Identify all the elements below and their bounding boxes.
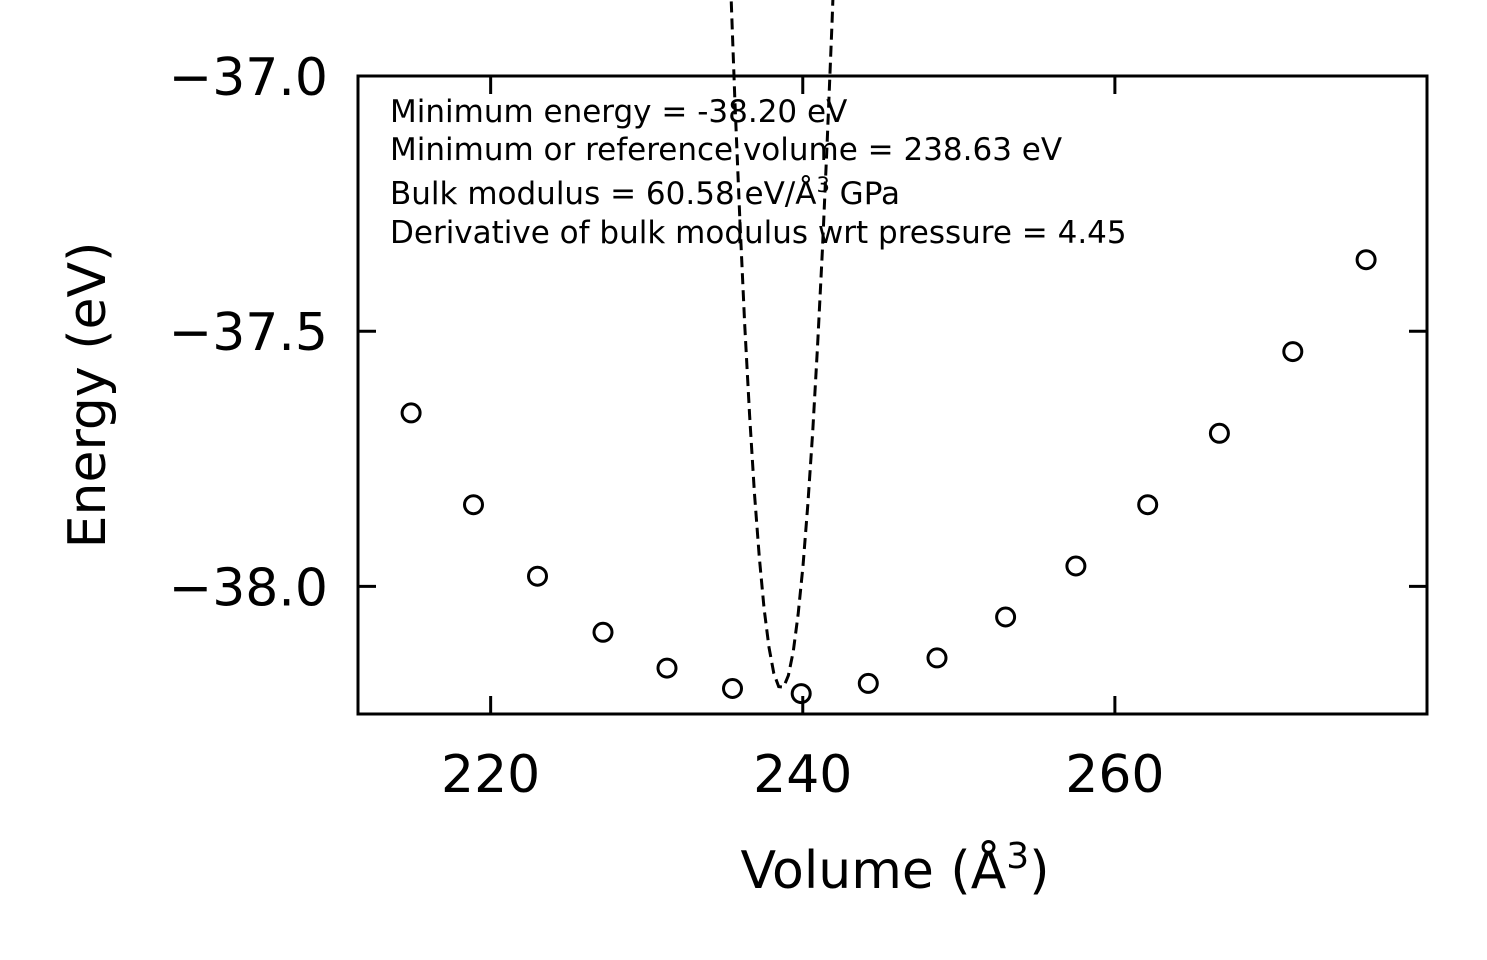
data-point [400, 402, 422, 424]
y-axis-label: Energy (eV) [58, 242, 118, 549]
annotation-min-energy: Minimum energy = -38.20 eV [390, 94, 847, 130]
data-point [926, 647, 948, 669]
x-tick-label: 240 [753, 745, 852, 805]
y-tick-label: −37.5 [169, 303, 328, 363]
data-point [592, 621, 614, 643]
annotation-bulk-modulus: Bulk modulus = 60.58 eV/Å3 GPa [390, 173, 900, 212]
data-point [463, 494, 484, 516]
annotation-min-volume: Minimum or reference volume = 238.63 eV [390, 132, 1062, 168]
data-point [1355, 249, 1377, 271]
data-point [1208, 422, 1230, 444]
plot-frame [356, 74, 1429, 716]
annotation-bulk-modulus-suffix: GPa [830, 176, 900, 212]
annotation-bulk-modulus-text: Bulk modulus = 60.58 eV/Å [390, 176, 816, 212]
data-point [527, 565, 548, 587]
x-tick-label: 220 [441, 745, 540, 805]
x-axis-label-text: Volume (Å [741, 839, 1007, 901]
annotation-box: Minimum energy = -38.20 eV Minimum or re… [390, 94, 1127, 251]
data-point [790, 683, 812, 705]
data-point [1282, 341, 1304, 363]
y-tick-label: −38.0 [169, 558, 328, 618]
data-point [656, 657, 678, 679]
x-tick-label: 260 [1065, 745, 1164, 805]
data-point [857, 672, 879, 694]
data-point [1065, 555, 1087, 577]
data-point [1137, 494, 1159, 516]
x-axis-label: Volume (Å3) [741, 836, 1050, 901]
x-axis-label-close: ) [1029, 841, 1049, 901]
annotation-bulk-modulus-sup: 3 [816, 173, 829, 197]
x-axis-label-sup: 3 [1006, 836, 1029, 877]
y-tick-label: −37.0 [169, 48, 328, 108]
data-point [995, 606, 1017, 628]
data-point [722, 678, 743, 699]
annotation-bulk-modulus-derivative: Derivative of bulk modulus wrt pressure … [390, 215, 1127, 251]
